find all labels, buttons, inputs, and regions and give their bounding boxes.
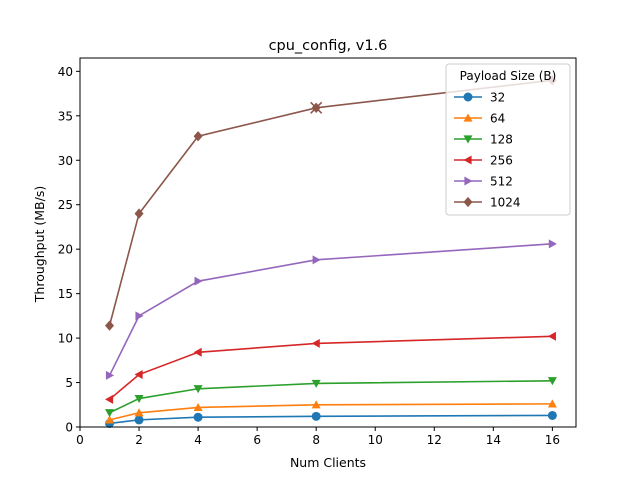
y-tick-label: 35 [58, 109, 73, 123]
x-tick-label: 8 [312, 433, 320, 447]
data-point-32 [193, 412, 203, 422]
legend-label-256: 256 [490, 154, 513, 168]
legend-marker-64 [463, 113, 473, 122]
data-point-512 [548, 239, 557, 249]
data-point-32 [311, 411, 321, 421]
data-point-256 [547, 331, 556, 341]
y-tick-label: 40 [58, 65, 73, 79]
data-point-128 [134, 394, 144, 404]
legend-box [445, 63, 571, 216]
data-point-64 [193, 402, 203, 412]
legend-marker-128 [463, 135, 473, 144]
x-tick-label: 6 [253, 433, 261, 447]
x-tick-label: 0 [76, 433, 84, 447]
data-point-256 [311, 338, 320, 348]
y-tick-label: 20 [58, 243, 73, 257]
x-tick-label: 2 [135, 433, 143, 447]
data-point-512 [135, 311, 144, 321]
y-axis-label: Throughput (MB/s) [32, 186, 47, 303]
legend-marker-1024 [463, 196, 473, 208]
x-tick-label: 14 [486, 433, 501, 447]
y-tick-label: 10 [58, 332, 73, 346]
legend-title: Payload Size (B) [460, 69, 557, 83]
chart-title: cpu_config, v1.6 [269, 38, 388, 54]
data-point-64 [105, 415, 115, 424]
data-point-256 [193, 347, 202, 357]
data-point-512 [194, 276, 203, 286]
legend-label-1024: 1024 [490, 196, 521, 210]
legend-marker-512 [464, 176, 473, 186]
legend-marker-256 [463, 155, 472, 165]
x-tick-label: 16 [545, 433, 560, 447]
legend-label-512: 512 [490, 175, 513, 189]
y-tick-label: 0 [65, 421, 73, 435]
legend-label-32: 32 [490, 91, 505, 105]
legend-marker-32 [463, 92, 473, 102]
y-tick-label: 30 [58, 154, 73, 168]
data-point-256 [134, 370, 143, 380]
data-point-128 [193, 385, 203, 394]
data-point-64 [134, 408, 144, 417]
data-point-64 [547, 399, 557, 408]
x-marker-annotation [310, 101, 323, 114]
data-point-1024 [193, 131, 203, 142]
data-point-64 [311, 400, 321, 409]
data-point-128 [105, 409, 115, 418]
legend-label-128: 128 [490, 133, 513, 147]
data-point-1024 [134, 208, 144, 219]
y-tick-label: 25 [58, 198, 73, 212]
plot-area [105, 75, 557, 428]
data-point-128 [311, 379, 321, 388]
data-point-512 [312, 255, 321, 265]
data-point-512 [105, 370, 115, 380]
x-axis-label: Num Clients [290, 455, 366, 470]
x-tick-label: 10 [368, 433, 383, 447]
axes-frame [79, 57, 577, 428]
legend: Payload Size (B) 32 64 128 256 512 1024 [445, 63, 571, 216]
data-point-256 [105, 394, 114, 404]
y-tick-label: 5 [65, 376, 73, 390]
data-point-128 [547, 377, 557, 386]
data-point-32 [134, 415, 144, 425]
data-point-32 [547, 410, 557, 420]
y-tick-label: 15 [58, 287, 73, 301]
x-tick-label: 4 [194, 433, 202, 447]
axis-ticks: 0 2 4 6 8 10 12 14 16 0 5 10 15 20 25 30 35 40 [58, 65, 560, 447]
x-tick-label: 12 [427, 433, 442, 447]
legend-label-64: 64 [490, 112, 505, 126]
data-point-1024 [105, 320, 115, 331]
